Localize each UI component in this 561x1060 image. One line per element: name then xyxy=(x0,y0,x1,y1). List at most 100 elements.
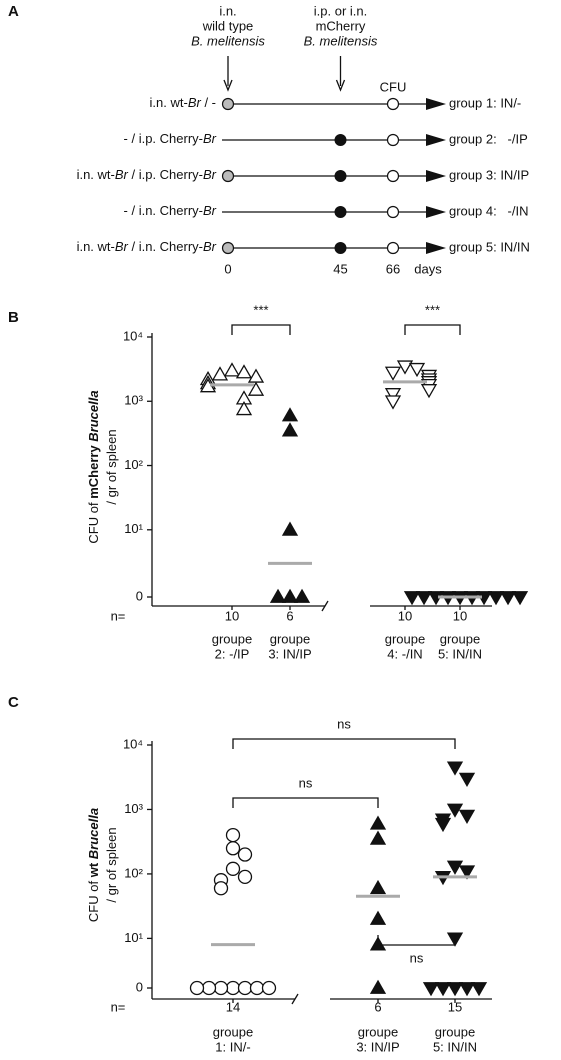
axis-break xyxy=(291,993,299,1005)
panel-letter: B xyxy=(8,309,19,326)
data-point xyxy=(415,591,433,606)
group-label: 1: IN/- xyxy=(215,1039,250,1054)
row-label: i.n. wt-Br / i.p. Cherry-Br xyxy=(77,167,217,182)
group-label: group 4: -/IN xyxy=(449,203,528,218)
group-label: groupe xyxy=(270,631,310,646)
row-label-part: / - xyxy=(201,95,216,110)
group-label: group 5: IN/IN xyxy=(449,239,530,254)
timeline-arrow xyxy=(426,242,446,254)
y-label-line: CFU of mCherry Brucella xyxy=(86,390,101,543)
y-label-part: CFU of xyxy=(86,499,101,544)
row-label-part: - / i.p. Cherry- xyxy=(124,131,203,146)
data-point xyxy=(403,591,421,606)
row-label-part: Br xyxy=(203,167,217,182)
y-label-part: / gr of spleen xyxy=(104,827,119,902)
y-tick-label: 10⁴ xyxy=(123,328,143,343)
n-value: 14 xyxy=(226,999,240,1014)
y-tick-label: 0 xyxy=(136,588,143,603)
row-label-part: - / i.n. Cherry- xyxy=(124,203,203,218)
data-point xyxy=(269,588,287,603)
data-point xyxy=(261,980,277,996)
y-tick-label: 10² xyxy=(124,865,143,880)
group-label: group 2: -/IP xyxy=(449,131,528,146)
y-tick-label: 10¹ xyxy=(124,521,143,536)
n-value: 6 xyxy=(286,608,293,623)
group-label: 3: IN/IP xyxy=(356,1039,399,1054)
group-label: 4: -/IN xyxy=(387,646,422,661)
data-point xyxy=(384,366,402,381)
data-point xyxy=(511,591,529,606)
n-label: n= xyxy=(111,999,126,1014)
n-value: 15 xyxy=(448,999,462,1014)
data-point xyxy=(446,803,464,818)
data-point xyxy=(293,588,311,603)
row-label-part: Br xyxy=(203,203,217,218)
y-tick-label: 10² xyxy=(124,457,143,472)
data-point xyxy=(422,982,440,997)
row-label-part: / i.p. Cherry- xyxy=(128,167,203,182)
significance-bracket xyxy=(232,738,456,749)
data-point xyxy=(458,809,476,825)
data-point xyxy=(499,591,517,606)
row-label-part: i.n. wt- xyxy=(150,95,188,110)
y-label-line: CFU of wt Brucella xyxy=(86,808,101,922)
day-label: 66 xyxy=(386,261,400,276)
data-point xyxy=(470,982,488,997)
data-point xyxy=(369,830,387,845)
group-label: 2: -/IP xyxy=(215,646,250,661)
significance-bracket xyxy=(377,935,456,946)
header-text: wild type xyxy=(202,18,254,33)
data-point xyxy=(237,847,253,862)
data-point xyxy=(213,881,229,896)
group-label: groupe xyxy=(213,1024,253,1039)
data-point xyxy=(369,815,387,830)
timeline-arrow xyxy=(426,134,446,146)
cherry-inoculation xyxy=(334,170,347,182)
arrow-head xyxy=(223,79,233,92)
y-axis-label: CFU of wt Brucella / gr of spleen xyxy=(86,808,119,922)
data-point xyxy=(189,980,205,996)
data-point xyxy=(247,368,265,383)
row-label-part: Br xyxy=(203,131,217,146)
data-point xyxy=(369,879,387,895)
group-label: 3: IN/IP xyxy=(268,646,311,661)
data-point xyxy=(458,982,476,997)
data-point xyxy=(281,422,299,437)
n-value: 10 xyxy=(453,608,467,623)
cfu-timepoint xyxy=(386,97,400,111)
data-point xyxy=(247,381,265,396)
n-value: 6 xyxy=(374,999,381,1014)
y-label-part: / gr of spleen xyxy=(104,429,119,504)
data-point xyxy=(458,772,476,788)
y-tick-label: 10³ xyxy=(124,801,143,816)
data-point xyxy=(249,980,265,996)
data-point xyxy=(384,388,402,403)
data-point xyxy=(384,395,402,410)
group-label: groupe xyxy=(435,1024,475,1039)
row-label-part: i.n. wt- xyxy=(77,167,115,182)
data-point xyxy=(213,980,229,996)
group-label: groupe xyxy=(358,1024,398,1039)
data-point xyxy=(458,865,476,880)
significance-label: *** xyxy=(253,302,268,317)
y-tick-label: 10⁴ xyxy=(123,736,143,751)
y-tick-label: 10³ xyxy=(124,393,143,408)
data-point xyxy=(225,827,241,843)
significance-label: ns xyxy=(337,716,351,731)
group-label: groupe xyxy=(212,631,252,646)
data-point xyxy=(201,980,217,996)
data-point xyxy=(434,817,452,833)
row-label: - / i.p. Cherry-Br xyxy=(124,131,217,146)
significance-label: ns xyxy=(299,775,313,790)
data-point xyxy=(225,861,241,876)
data-point xyxy=(237,869,253,885)
timeline-arrow xyxy=(426,170,446,182)
group-label: group 1: IN/- xyxy=(449,95,521,110)
y-axis-label: CFU of mCherry Brucella/ gr of spleen xyxy=(86,390,119,543)
data-point xyxy=(396,360,414,375)
y-label-line: / gr of spleen xyxy=(104,827,119,902)
data-point xyxy=(281,407,299,422)
n-value: 10 xyxy=(398,608,412,623)
header-text: i.n. xyxy=(219,3,236,18)
